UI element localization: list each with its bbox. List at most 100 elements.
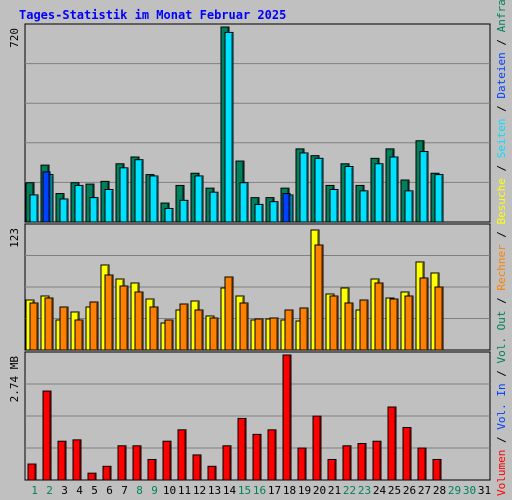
bar-dateien-day-8 [134, 159, 144, 223]
bar-shade [49, 392, 51, 479]
bar-shade [214, 467, 216, 479]
bar-volumen-day-24 [372, 440, 382, 481]
bar-rechner-day-15 [239, 302, 249, 351]
day-label-11: 11 [178, 484, 191, 497]
bar-shade [424, 449, 426, 479]
bar-shade [201, 311, 203, 349]
day-label-6: 6 [106, 484, 113, 497]
bar-shade [36, 304, 38, 349]
right-legend: Volumen / Vol. In / Vol. Out / Rechner /… [495, 0, 508, 496]
bar-shade [351, 167, 353, 221]
day-label-25: 25 [388, 484, 401, 497]
day-label-17: 17 [268, 484, 281, 497]
bar-shade [141, 293, 143, 349]
bar-shade [366, 301, 368, 349]
day-label-13: 13 [208, 484, 221, 497]
bar-rechner-day-25 [389, 298, 399, 351]
bar-rechner-day-13 [209, 317, 219, 351]
bar-volumen-day-8 [132, 445, 142, 481]
bar-shade [186, 201, 188, 221]
day-label-12: 12 [193, 484, 206, 497]
bar-shade [51, 175, 53, 221]
bar-dateien-day-6 [104, 189, 114, 223]
bar-volumen-day-7 [117, 445, 127, 481]
day-label-9: 9 [151, 484, 158, 497]
legend-item-anfragen: Anfragen [495, 0, 508, 32]
bar-shade [439, 460, 441, 479]
bar-shade [48, 172, 50, 221]
bar-dateien-day-24 [374, 163, 384, 223]
day-label-3: 3 [61, 484, 68, 497]
day-label-15: 15 [238, 484, 251, 497]
bar-dateien-day-9 [149, 175, 159, 223]
bar-shade [349, 446, 351, 479]
day-axis-labels: 1 2 3 4 5 6 7 8 9 10 11 12 13 14 15 16 17 18 19 20 21 22 23 24 2… [31, 484, 491, 497]
bar-dateien-day-14 [224, 31, 234, 223]
day-label-24: 24 [373, 484, 387, 497]
day-label-28: 28 [433, 484, 446, 497]
legend-text: Volumen / Vol. In / Vol. Out / Rechner /… [495, 0, 508, 496]
panel-volume: 2.74 MB [8, 351, 491, 481]
bar-volumen-day-27 [417, 447, 427, 481]
day-label-4: 4 [76, 484, 83, 497]
bar-seiten-day-2 [42, 171, 51, 223]
bar-shade [291, 195, 293, 221]
bar-shade [216, 319, 218, 349]
legend-item-dateien: Dateien [495, 52, 508, 98]
panel-hits: 720 [8, 23, 491, 223]
bar-shade [291, 311, 293, 349]
chart-panels: 720 123 2.74 MB [8, 23, 491, 481]
bar-dateien-day-23 [359, 190, 369, 223]
bar-shade [306, 309, 308, 349]
bar-volumen-day-2 [42, 390, 52, 481]
bar-dateien-day-1 [29, 194, 39, 223]
panel-hits-ymax-label: 720 [8, 28, 21, 48]
bar-shade [321, 246, 323, 349]
bar-volumen-day-21 [327, 458, 337, 481]
bar-shade [426, 152, 428, 221]
bar-shade [111, 190, 113, 221]
bar-shade [156, 176, 158, 221]
legend-item-volumen: Volumen [495, 450, 508, 496]
bar-volumen-day-15 [237, 417, 247, 481]
bar-shade [64, 442, 66, 479]
bar-rechner-day-21 [329, 295, 339, 351]
bar-rechner-day-1 [29, 302, 39, 351]
bar-shade [199, 455, 201, 479]
bar-shade [96, 303, 98, 349]
bar-shade [304, 449, 306, 479]
bar-volumen-day-9 [147, 458, 157, 481]
bar-shade [288, 194, 290, 221]
bar-shade [126, 287, 128, 349]
bar-volumen-day-18 [282, 354, 292, 481]
bar-shade [366, 191, 368, 221]
bar-shade [246, 304, 248, 349]
day-label-31: 31 [478, 484, 491, 497]
bar-rechner-day-3 [59, 306, 69, 351]
panel-volume-ymax-label: 2.74 MB [8, 356, 21, 403]
bar-dateien-day-21 [329, 189, 339, 223]
day-label-30: 30 [463, 484, 476, 497]
day-label-23: 23 [358, 484, 371, 497]
bar-shade [109, 467, 111, 479]
bar-shade [154, 460, 156, 479]
bar-shade [139, 446, 141, 479]
bar-shade [186, 305, 188, 349]
bar-shade [171, 209, 173, 221]
legend-item-besuche: Besuche [495, 178, 508, 224]
bar-dateien-day-13 [209, 191, 219, 223]
bar-shade [396, 158, 398, 221]
bar-shade [81, 321, 83, 349]
bar-dateien-day-28 [434, 174, 444, 223]
legend-separator: / [495, 364, 508, 384]
bar-volumen-day-23 [357, 443, 367, 481]
legend-item-vol-out: Vol. Out [495, 311, 508, 364]
bar-shade [96, 198, 98, 221]
day-label-20: 20 [313, 484, 326, 497]
day-label-26: 26 [403, 484, 416, 497]
bar-shade [394, 408, 396, 479]
bar-volumen-day-17 [267, 429, 277, 481]
day-label-18: 18 [283, 484, 296, 497]
legend-separator: / [495, 430, 508, 450]
